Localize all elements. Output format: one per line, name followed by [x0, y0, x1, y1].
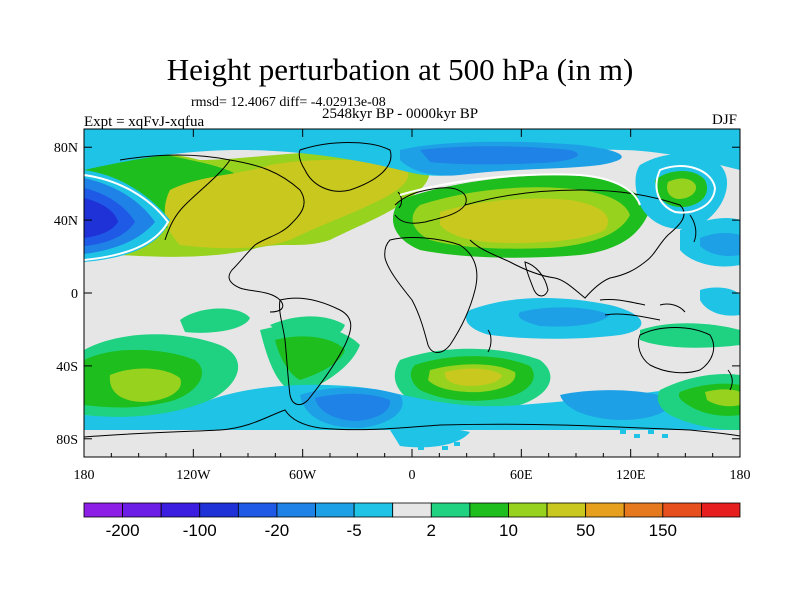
- contour-so-blue-3: [560, 390, 671, 420]
- coast-madagascar: [487, 329, 492, 353]
- colorbar-label: 2: [427, 521, 436, 540]
- contour-eu-olive: [440, 198, 609, 243]
- colorbar: -200 -100 -20 -5 2 10 50 150: [83, 502, 741, 540]
- x-tick-label: 180: [730, 468, 751, 483]
- colorbar-swatch: [199, 502, 239, 518]
- colorbar-swatch: [508, 502, 548, 518]
- colorbar-swatch: [237, 502, 278, 518]
- contour-sib-yellowgreen: [667, 178, 697, 199]
- colorbar-swatch: [469, 502, 509, 518]
- coast-greenland: [298, 142, 392, 192]
- contour-trop-blue-2: [518, 307, 610, 327]
- coast-india: [524, 261, 549, 297]
- colorbar-swatch: [122, 502, 162, 518]
- contour-np-navy: [84, 198, 118, 238]
- y-tick-label: 80N: [54, 141, 78, 156]
- contour-nep-blue: [700, 233, 740, 256]
- colorbar-label: -5: [347, 521, 362, 540]
- left-string: Expt = xqFvJ-xqfua: [84, 114, 205, 130]
- coast-japan: [689, 214, 697, 243]
- colorbar-swatch: [623, 502, 664, 518]
- y-axis: 80N 40N 0 40S 80S: [54, 141, 740, 448]
- coast-indonesia: [599, 299, 686, 321]
- colorbar-swatch: [353, 502, 394, 518]
- colorbar-label: 50: [576, 521, 595, 540]
- coast-uk: [397, 191, 402, 209]
- zero-contours: [84, 165, 717, 261]
- colorbar-label: 10: [499, 521, 518, 540]
- x-tick-label: 60E: [510, 468, 533, 483]
- white-contour-siberia: [655, 165, 717, 214]
- colorbar-label: 150: [649, 521, 677, 540]
- x-tick-label: 120W: [176, 468, 211, 483]
- contour-sw-yellowgreen: [705, 389, 740, 407]
- contour-so-blue-2: [315, 393, 391, 421]
- contour-na-olive: [164, 159, 409, 249]
- y-tick-label: 40S: [56, 360, 78, 375]
- plot-title: Height perturbation at 500 hPa (in m): [166, 52, 634, 87]
- contour-trop-teal-1: [180, 308, 250, 333]
- center-string: 2548kyr BP - 0000kyr BP: [322, 106, 479, 122]
- right-string: DJF: [712, 112, 738, 128]
- colorbar-swatch: [662, 502, 702, 518]
- colorbar-swatch: [701, 502, 741, 518]
- y-tick-label: 0: [71, 287, 78, 302]
- colorbar-swatch: [276, 502, 316, 518]
- coast-north-america: [119, 154, 305, 313]
- colorbar-swatch: [585, 502, 625, 518]
- white-contour-pacific: [84, 174, 170, 261]
- coastlines: [84, 142, 740, 438]
- contour-sa-olive: [444, 368, 502, 386]
- colorbar-label: -20: [265, 521, 290, 540]
- coast-australia: [637, 327, 715, 374]
- x-tick-label: 180: [74, 468, 95, 483]
- y-tick-label: 80S: [56, 433, 78, 448]
- contour-field: [84, 129, 740, 457]
- colorbar-swatch: [315, 502, 355, 518]
- x-tick-label: 120E: [616, 468, 646, 483]
- y-tick-label: 40N: [54, 214, 78, 229]
- colorbar-swatch: [83, 502, 123, 518]
- stats-string: rmsd= 12.4067 diff= -4.02913e-08: [191, 95, 386, 110]
- contour-trop-blue-3: [700, 287, 740, 316]
- colorbar-swatch: [430, 502, 471, 518]
- contour-sp-yellowgreen: [109, 368, 181, 402]
- x-tick-label: 0: [409, 468, 416, 483]
- contour-trop-teal-3: [640, 323, 740, 348]
- coast-africa: [384, 237, 478, 353]
- colorbar-swatch: [546, 502, 587, 518]
- x-axis: 180 120W 60W 0 60E 120E 180: [74, 129, 751, 483]
- coast-asia: [464, 189, 685, 299]
- colorbar-swatch: [392, 502, 432, 518]
- colorbar-label: -200: [106, 521, 140, 540]
- contour-so-lightblue: [84, 380, 740, 430]
- colorbar-label: -100: [183, 521, 217, 540]
- coast-new-zealand: [727, 369, 733, 391]
- colorbar-swatch: [160, 502, 201, 518]
- white-contour-eurasia: [399, 173, 641, 206]
- contour-arctic-dark: [420, 146, 579, 165]
- contour-satl-green: [275, 336, 345, 380]
- coast-antarctica: [84, 409, 740, 438]
- coast-south-america: [279, 297, 352, 406]
- x-tick-label: 60W: [289, 468, 317, 483]
- antarctic-hatch: [400, 430, 668, 450]
